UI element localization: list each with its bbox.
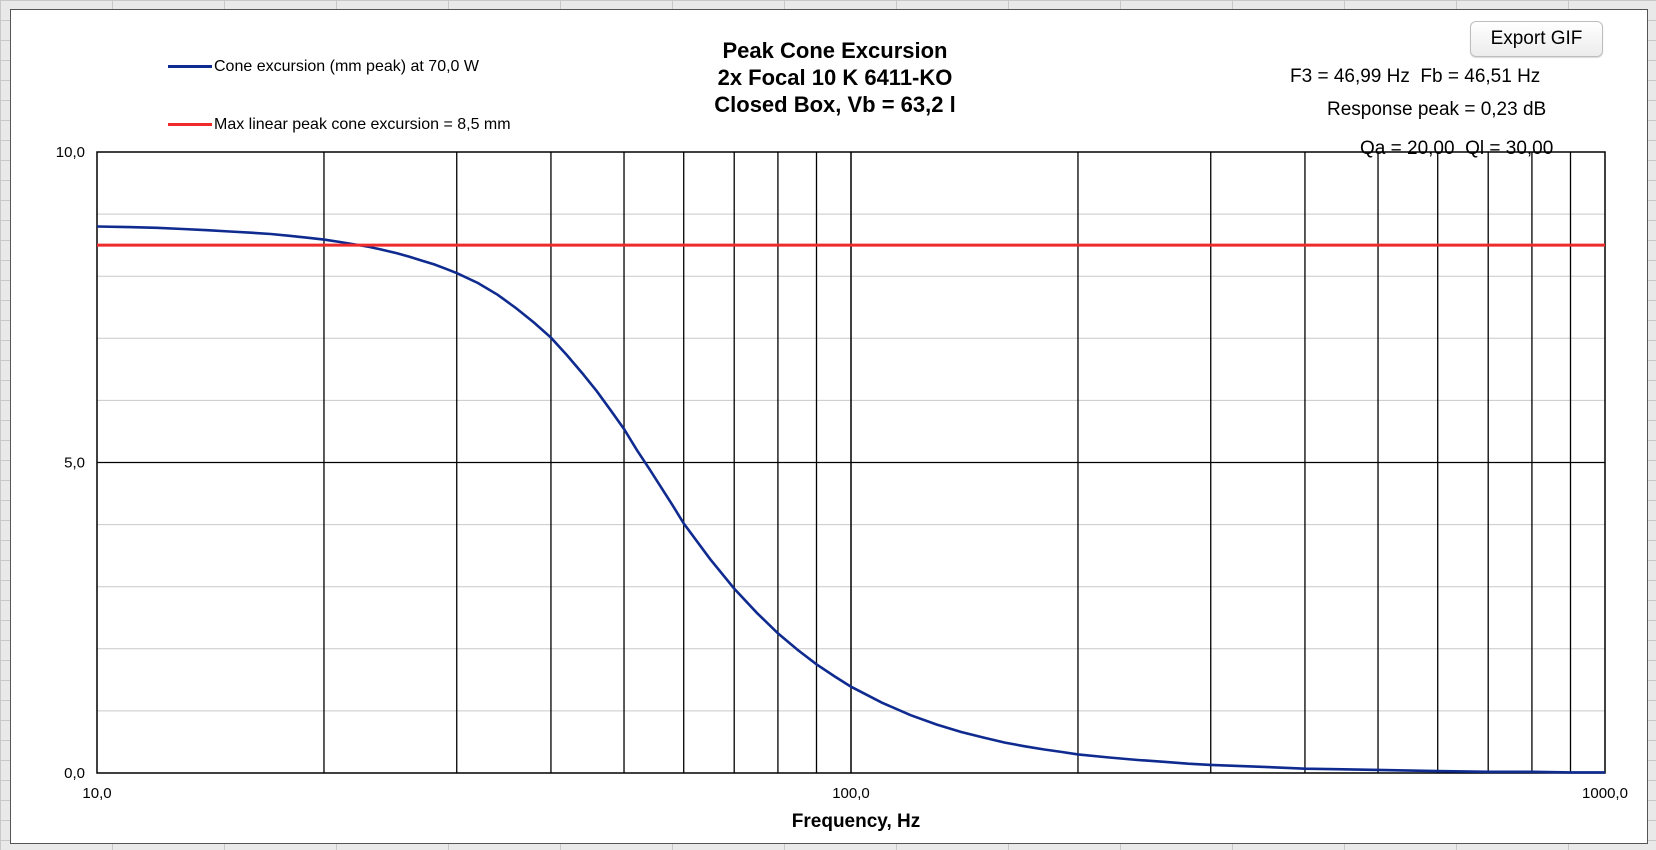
export-gif-button[interactable]: Export GIF [1470, 21, 1603, 57]
legend-item-cone-excursion: Cone excursion (mm peak) at 70,0 W [168, 58, 479, 76]
x-tick-label: 100,0 [832, 785, 870, 802]
info-response-peak: Response peak = 0,23 dB [1327, 99, 1547, 120]
plot-border [96, 151, 1606, 774]
legend-label-max-linear: Max linear peak cone excursion = 8,5 mm [214, 116, 511, 133]
x-tick-label: 1000,0 [1582, 785, 1628, 802]
y-tick-label: 10,0 [56, 144, 85, 161]
series-line-cone-excursion [96, 225, 1605, 774]
chart-area[interactable] [10, 9, 1648, 844]
y-tick-label: 5,0 [64, 455, 85, 472]
y-tick-label: 0,0 [64, 765, 85, 782]
legend-swatch-blue [168, 65, 212, 69]
x-axis-title: Frequency, Hz [792, 811, 920, 832]
chart-title: Peak Cone Excursion 2x Focal 10 K 6411-K… [640, 37, 1030, 118]
title-line-2: 2x Focal 10 K 6411-KO [717, 65, 953, 90]
title-line-3: Closed Box, Vb = 63,2 l [714, 92, 956, 117]
legend-label-cone-excursion: Cone excursion (mm peak) at 70,0 W [214, 58, 479, 75]
legend-swatch-red [168, 123, 212, 127]
legend-item-max-linear: Max linear peak cone excursion = 8,5 mm [168, 116, 511, 134]
title-line-1: Peak Cone Excursion [722, 38, 948, 63]
x-tick-label: 10,0 [82, 785, 111, 802]
info-f3-fb: F3 = 46,99 Hz Fb = 46,51 Hz [1290, 66, 1541, 87]
info-qa-ql: Qa = 20,00 Ql = 30,00 [1360, 138, 1554, 159]
